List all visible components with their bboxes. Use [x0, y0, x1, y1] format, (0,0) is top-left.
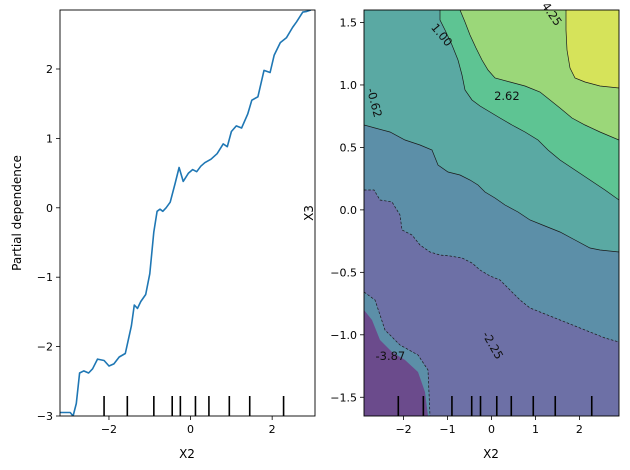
contour-region-level-1: [364, 190, 619, 416]
left-yticks: −3 −2 −1 0 1 2: [37, 63, 60, 423]
y-tick-label: −3: [37, 410, 53, 423]
partial-dependence-line: [60, 10, 312, 416]
y-tick-label: −1: [37, 271, 53, 284]
x-tick-label: 1: [532, 423, 539, 436]
y-tick-label: 1: [46, 132, 53, 145]
y-tick-label: 2: [46, 63, 53, 76]
right-y-axis-label: X3: [302, 205, 316, 221]
y-tick-label: 1.5: [340, 16, 358, 29]
x-tick-label: 0: [488, 423, 495, 436]
y-tick-label: 0.0: [340, 204, 358, 217]
y-tick-label: −0.5: [330, 266, 357, 279]
y-tick-label: 1.0: [340, 79, 358, 92]
right-xticks: −2 −1 0 1 2: [395, 416, 583, 436]
left-rug-layer: [103, 396, 285, 416]
y-tick-label: −1.5: [330, 391, 357, 404]
y-tick-label: −2: [37, 341, 53, 354]
right-rug-layer: [397, 396, 593, 416]
right-x-axis-label: X2: [483, 447, 499, 461]
right-yticks: −1.5 −1.0 −0.5 0.0 0.5 1.0 1.5: [330, 16, 364, 404]
contour-region-level-6: [566, 10, 619, 88]
contour-line-level-3: [439, 10, 619, 201]
right-panel: -3.87 -2.25-0.621.002.624.25 −2 −1 0 1 2 −1.5…: [302, 0, 620, 461]
left-plot-area: [60, 10, 315, 416]
left-xticks: −2 0 2: [101, 416, 276, 436]
contour-label: 2.62: [494, 89, 520, 103]
x-tick-label: 2: [576, 423, 583, 436]
left-panel: −2 0 2 −3 −2 −1 0 1 2 X2 Partial dependence: [10, 9, 316, 461]
x-tick-label: 0: [187, 423, 194, 436]
contour-regions: [364, 10, 619, 416]
x-tick-label: 2: [269, 423, 276, 436]
contour-label: -3.87: [375, 349, 405, 363]
left-series-layer: [60, 10, 312, 416]
contour-line-level-1: [364, 189, 619, 343]
x-tick-label: −2: [395, 423, 411, 436]
contour-line-level-4: [459, 10, 619, 141]
left-axes-frame: [59, 9, 316, 417]
left-x-axis-label: X2: [179, 447, 195, 461]
contour-line-level-2: [364, 124, 619, 253]
left-y-axis-label: Partial dependence: [10, 155, 24, 271]
x-tick-label: −1: [439, 423, 455, 436]
contour-line-level-0: [364, 291, 431, 416]
contour-lines: [364, 10, 619, 416]
y-tick-label: 0.5: [340, 141, 358, 154]
x-tick-label: −2: [101, 423, 117, 436]
contour-line-level-5: [565, 10, 619, 89]
contour-region-level-2b: [364, 292, 430, 416]
y-tick-label: 0: [46, 202, 53, 215]
y-tick-label: −1.0: [330, 329, 357, 342]
